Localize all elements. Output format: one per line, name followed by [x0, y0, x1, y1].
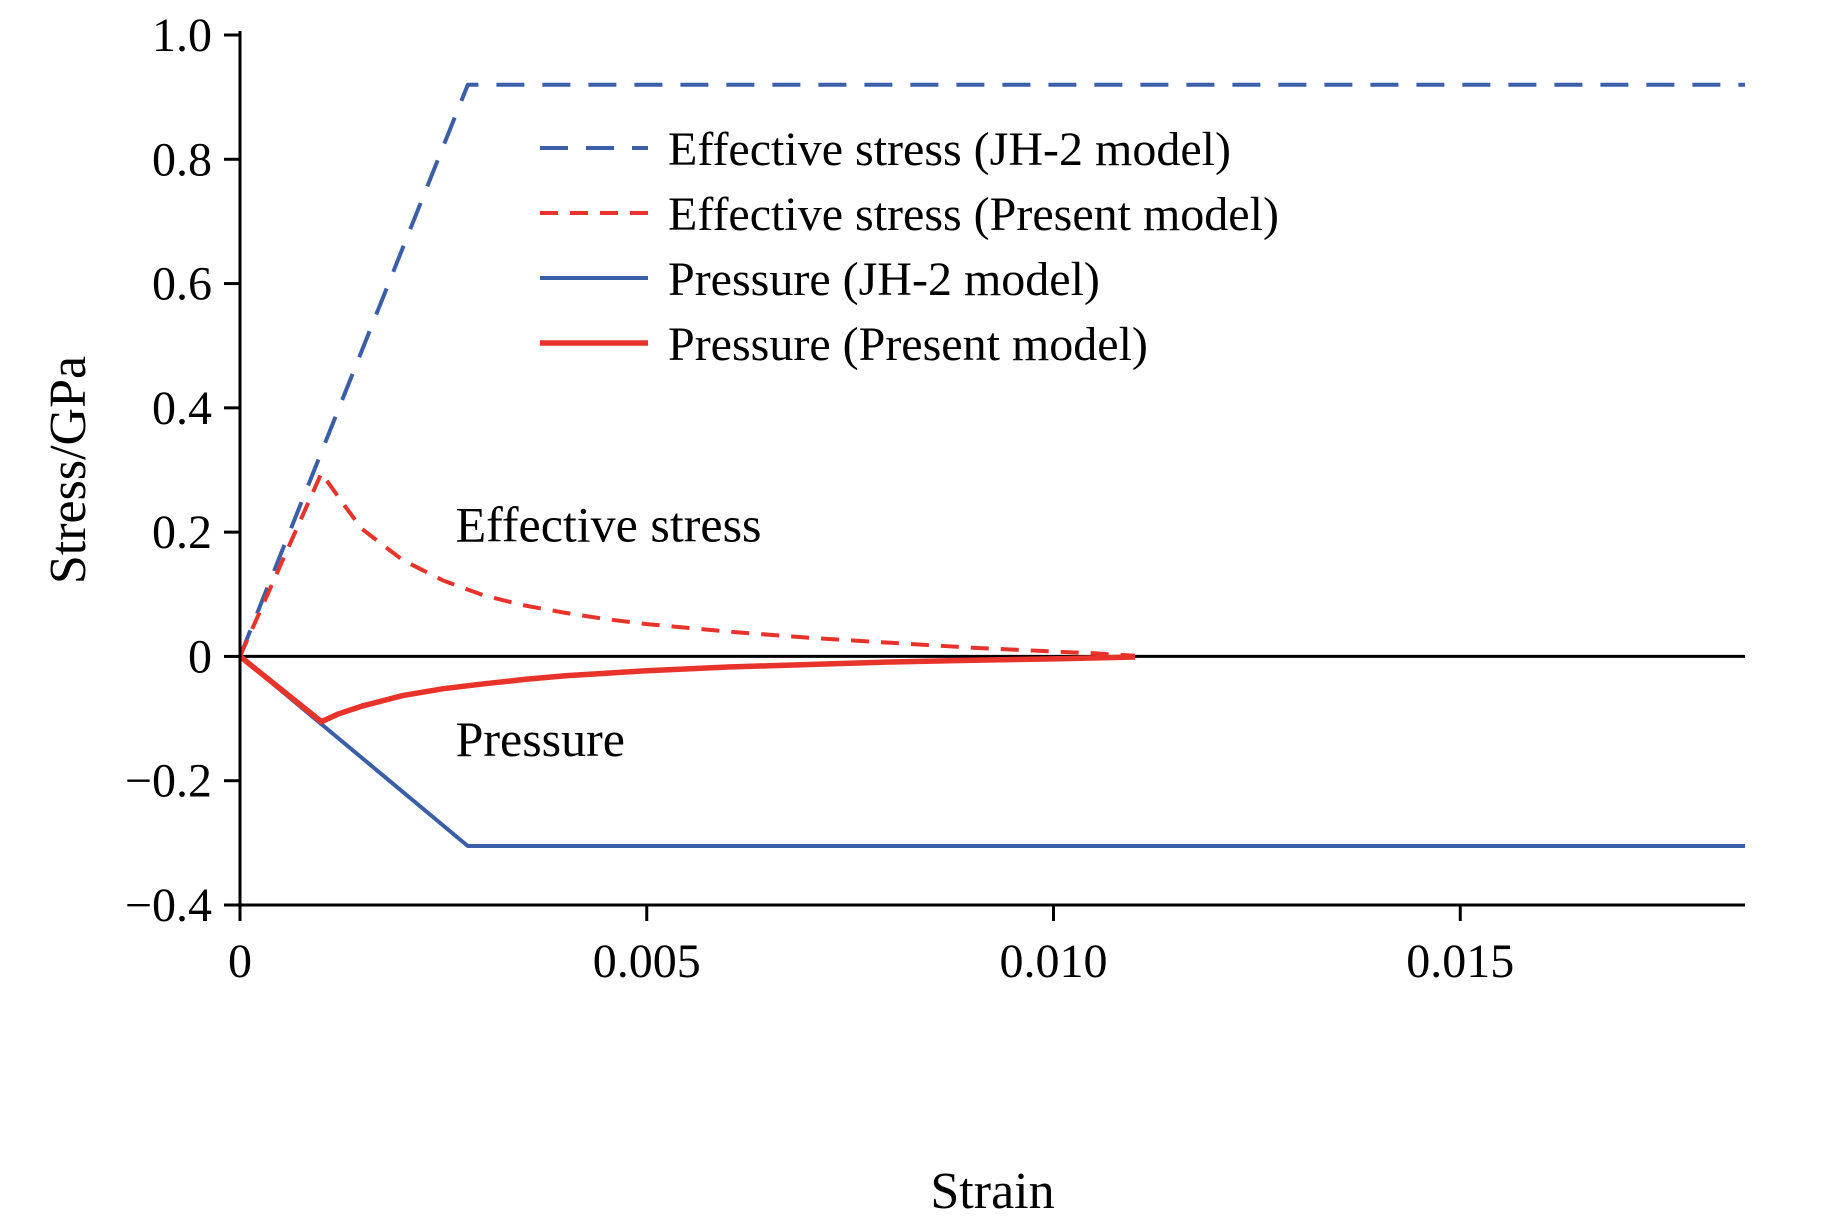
- y-tick-label: 0: [188, 630, 212, 683]
- plot-annotation-1: Pressure: [456, 711, 625, 767]
- x-tick-label: 0: [228, 935, 252, 988]
- y-tick-label: −0.4: [125, 879, 212, 932]
- x-tick-label: 0.010: [1000, 935, 1108, 988]
- y-tick-label: 0.2: [152, 506, 212, 559]
- legend-label-3: Pressure (Present model): [668, 318, 1148, 371]
- y-axis-title: Stress/GPa: [40, 356, 97, 584]
- y-tick-label: 0.8: [152, 133, 212, 186]
- plot-annotation-0: Effective stress: [456, 496, 762, 552]
- legend-label-0: Effective stress (JH-2 model): [668, 123, 1231, 176]
- y-tick-label: 0.6: [152, 258, 212, 311]
- x-tick-label: 0.005: [593, 935, 701, 988]
- series-line-1: [238, 471, 1136, 658]
- series-line-0: [238, 82, 1745, 658]
- x-tick-label: 0.015: [1406, 935, 1514, 988]
- series-line-3: [238, 654, 1135, 725]
- y-tick-label: 0.4: [152, 382, 212, 435]
- x-axis-title: Strain: [930, 1163, 1054, 1220]
- legend-label-1: Effective stress (Present model): [668, 188, 1279, 241]
- y-tick-label: −0.2: [125, 755, 212, 808]
- legend-label-2: Pressure (JH-2 model): [668, 253, 1100, 306]
- y-tick-label: 1.0: [152, 9, 212, 62]
